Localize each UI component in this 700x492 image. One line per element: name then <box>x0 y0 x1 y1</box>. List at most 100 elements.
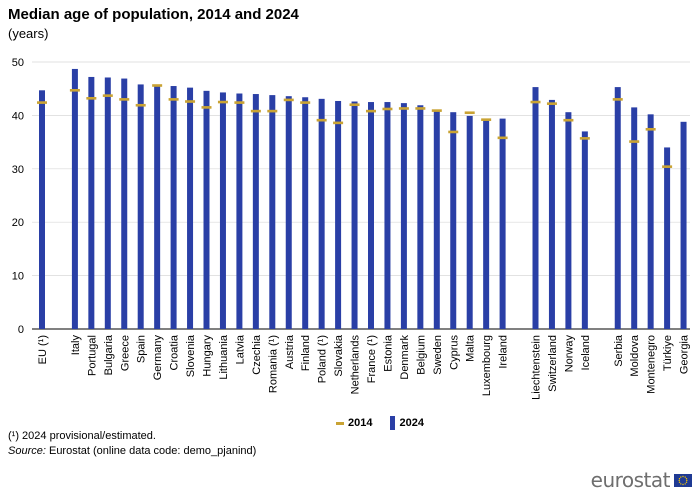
bars-2024 <box>39 68 687 330</box>
x-tick-label-latvia: Latvia <box>234 334 246 364</box>
x-tick-label-portugal: Portugal <box>86 335 98 376</box>
bar-2024-poland <box>318 98 325 329</box>
marker-2014-ireland <box>497 136 508 140</box>
legend-label-2024: 2024 <box>399 417 424 429</box>
y-tick-label: 40 <box>12 110 24 122</box>
legend-item-2024: 2024 <box>390 416 424 430</box>
x-tick-label-estonia: Estonia <box>382 334 394 372</box>
bar-2024-estonia <box>384 102 391 329</box>
x-tick-label-montenegro: Montenegro <box>646 335 658 394</box>
marker-2014-malta <box>464 111 475 115</box>
y-tick-label: 50 <box>12 57 24 69</box>
x-tick-label-bulgaria: Bulgaria <box>103 334 115 375</box>
marker-2014-eu <box>37 101 47 104</box>
marker-2014-germany <box>152 84 163 87</box>
bar-2024-latvia <box>236 93 243 329</box>
x-tick-label-cyprus: Cyprus <box>448 335 460 370</box>
y-axis-ticks: 0 10 20 30 40 50 <box>12 57 24 336</box>
marker-2014-montenegro <box>645 127 656 131</box>
x-tick-label-liechtenstein: Liechtenstein <box>531 335 543 400</box>
legend-bar-2024-icon <box>390 416 396 430</box>
marker-2014-serbia <box>612 98 623 101</box>
footnote: (¹) 2024 provisional/estimated. <box>8 430 156 442</box>
bar-2024-italy <box>71 68 78 329</box>
y-tick-label: 30 <box>12 164 24 176</box>
marker-2014-romania <box>267 109 278 113</box>
x-tick-label-italy: Italy <box>70 335 82 356</box>
source-label: Source: <box>8 445 46 457</box>
bar-2024-serbia <box>614 87 621 330</box>
marker-2014-bulgaria <box>102 94 113 97</box>
marker-2014-netherlands <box>349 103 360 107</box>
x-tick-label-poland: Poland (¹) <box>317 335 329 383</box>
bar-2024-hungary <box>203 90 210 329</box>
x-tick-label-netherlands: Netherlands <box>350 335 362 395</box>
bar-2024-czechia <box>252 94 259 329</box>
x-tick-label-moldova: Moldova <box>629 334 641 376</box>
bar-2024-georgia <box>680 121 687 329</box>
bar-2024-bulgaria <box>104 77 111 330</box>
x-tick-label-slovenia: Slovenia <box>185 334 197 377</box>
bar-2024-luxembourg <box>483 119 490 329</box>
marker-2014-sweden <box>431 109 442 112</box>
bar-2024-lithuania <box>219 92 226 329</box>
bar-2024-croatia <box>170 86 177 329</box>
bar-2024-montenegro <box>647 114 654 329</box>
bar-2024-spain <box>137 84 144 329</box>
bar-2024-finland <box>302 97 309 329</box>
x-tick-label-spain: Spain <box>136 335 148 363</box>
marker-2014-cyprus <box>448 130 459 134</box>
marker-2014-belgium <box>415 107 426 110</box>
eurostat-logo: eurostat <box>591 470 692 490</box>
bar-2024-t-rkiye <box>664 147 671 329</box>
x-tick-label-serbia: Serbia <box>613 334 625 367</box>
source-text: Eurostat (online data code: demo_pjanind… <box>45 445 257 457</box>
bar-2024-liechtenstein <box>532 87 539 330</box>
x-tick-label-greece: Greece <box>119 335 131 371</box>
marker-2014-norway <box>563 118 574 122</box>
marker-2014-croatia <box>168 98 179 101</box>
marker-2014-lithuania <box>217 100 228 104</box>
x-tick-label-france: France (¹) <box>366 335 378 383</box>
y-tick-label: 0 <box>18 324 24 336</box>
x-tick-label-romania: Romania (¹) <box>267 335 279 393</box>
x-tick-label-luxembourg: Luxembourg <box>481 335 493 396</box>
marker-2014-moldova <box>629 140 640 143</box>
eu-flag-icon <box>674 473 692 487</box>
bar-2024-austria <box>285 96 292 330</box>
marker-2014-italy <box>69 89 80 92</box>
bar-2024-belgium <box>417 105 424 329</box>
bar-2024-netherlands <box>351 101 358 330</box>
x-tick-label-hungary: Hungary <box>202 335 214 377</box>
marker-2014-slovenia <box>185 100 196 103</box>
marker-2014-liechtenstein <box>530 100 541 104</box>
x-tick-label-denmark: Denmark <box>399 335 411 380</box>
marker-2014-greece <box>119 98 130 101</box>
bar-2024-romania <box>269 95 276 329</box>
marker-2014-portugal <box>86 97 97 100</box>
marker-2014-switzerland <box>546 102 557 105</box>
marker-2014-czechia <box>250 109 261 113</box>
logo-text: eurostat <box>590 468 671 492</box>
chart-title: Median age of population, 2014 and 2024 <box>8 6 299 23</box>
marker-2014-slovakia <box>333 121 344 125</box>
chart-subtitle: (years) <box>8 26 49 41</box>
x-tick-label-iceland: Iceland <box>580 335 592 370</box>
x-tick-label-t-rkiye: Türkiye <box>662 335 674 371</box>
x-tick-label-georgia: Georgia <box>679 334 691 374</box>
bar-2024-portugal <box>88 76 95 330</box>
marker-2014-iceland <box>579 137 590 140</box>
marker-2014-spain <box>135 103 146 107</box>
marker-2014-t-rkiye <box>662 165 673 168</box>
bar-2024-eu <box>39 90 45 329</box>
x-tick-label-switzerland: Switzerland <box>547 335 559 392</box>
x-tick-label-finland: Finland <box>300 335 312 371</box>
legend: 2014 2024 <box>336 416 424 430</box>
bar-2024-denmark <box>400 103 407 329</box>
x-tick-label-slovakia: Slovakia <box>333 334 345 376</box>
bar-2024-norway <box>565 112 572 329</box>
bar-2024-sweden <box>433 109 440 329</box>
marker-2014-estonia <box>382 107 393 111</box>
x-tick-label-malta: Malta <box>465 334 477 362</box>
marker-2014-finland <box>300 101 311 104</box>
